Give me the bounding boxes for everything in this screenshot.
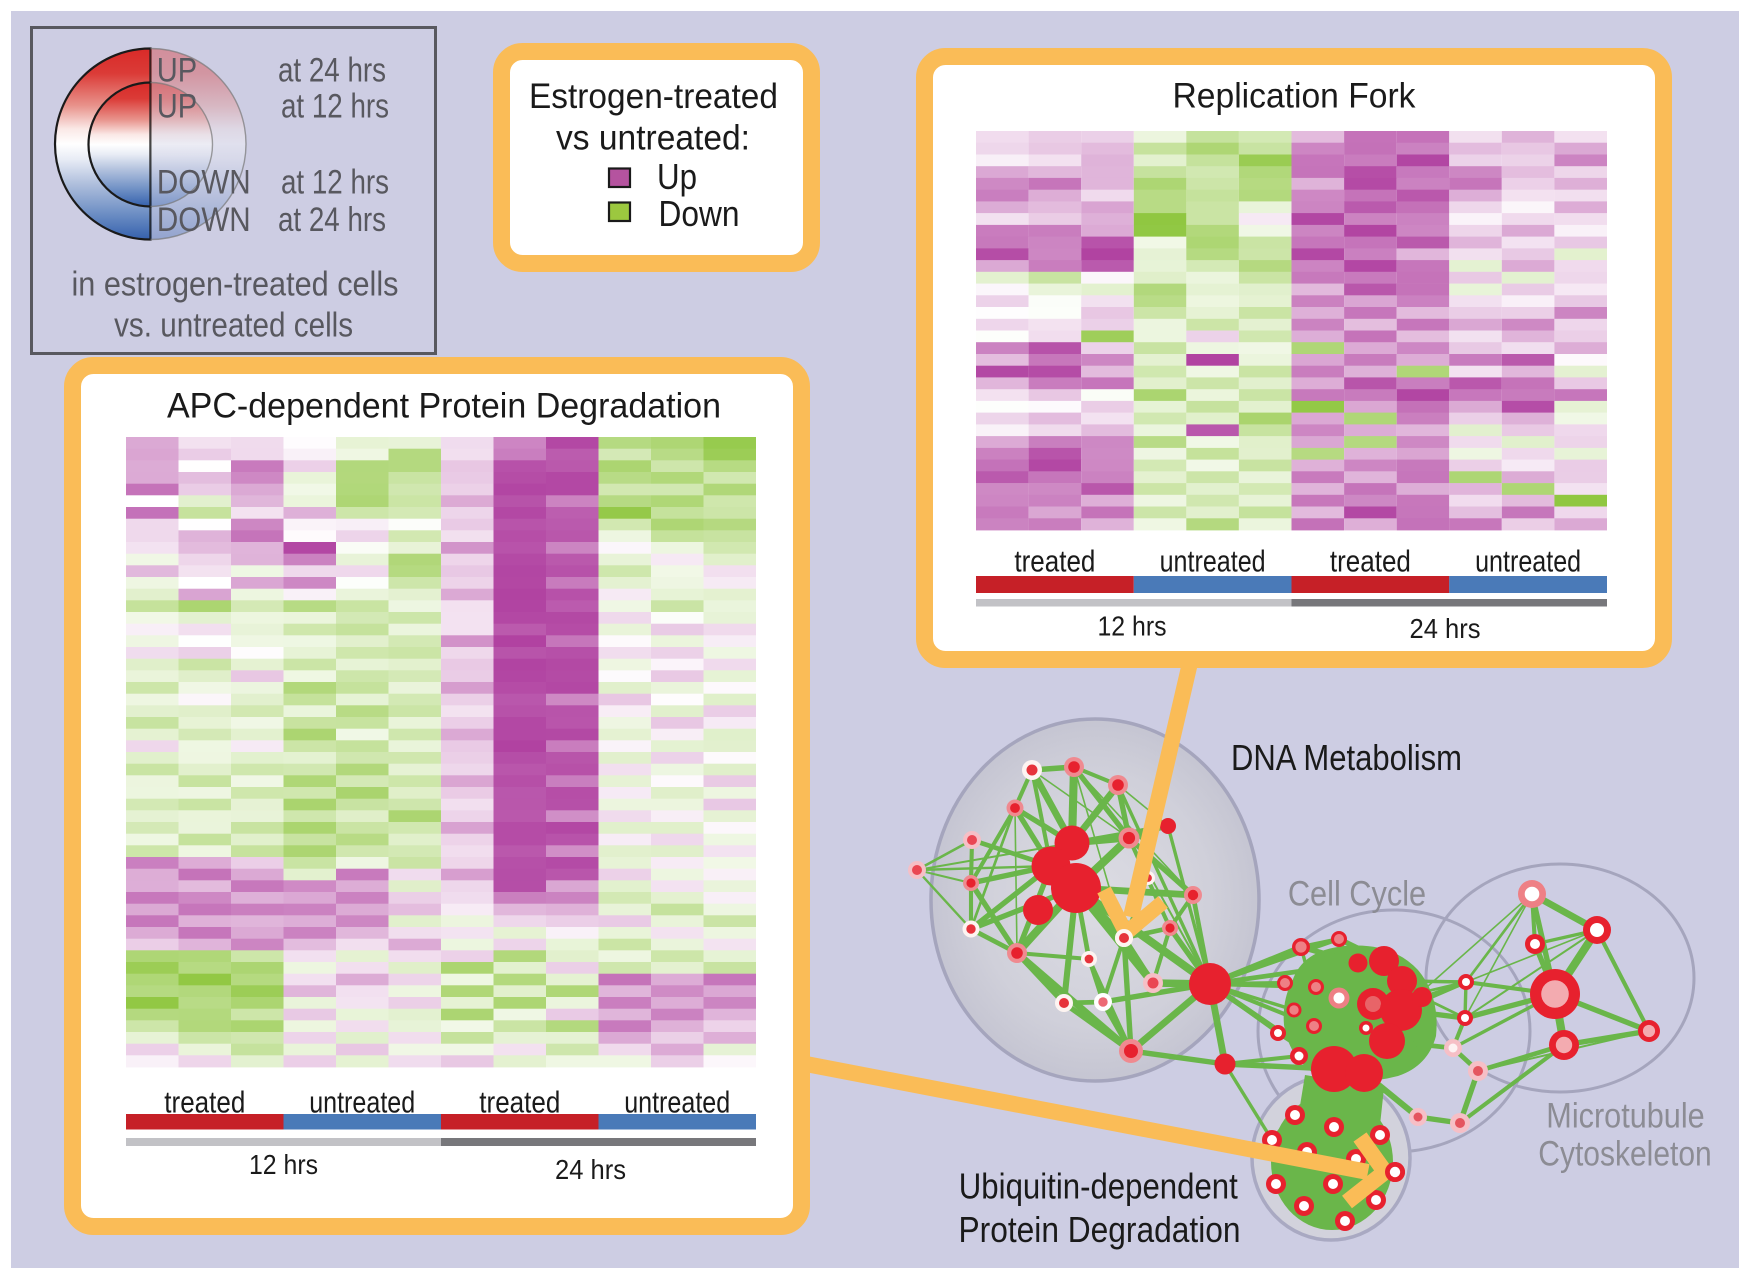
svg-text:treated: treated [1330, 544, 1411, 579]
svg-text:12 hrs: 12 hrs [1098, 611, 1167, 642]
svg-text:Cell Cycle: Cell Cycle [1288, 875, 1426, 914]
svg-text:Ubiquitin-dependent: Ubiquitin-dependent [959, 1166, 1238, 1207]
svg-text:DOWN: DOWN [157, 201, 251, 239]
svg-text:untreated: untreated [624, 1085, 730, 1120]
svg-text:treated: treated [164, 1085, 245, 1120]
svg-text:24 hrs: 24 hrs [555, 1154, 626, 1185]
svg-text:at 12 hrs: at 12 hrs [281, 87, 389, 125]
svg-text:Protein Degradation: Protein Degradation [959, 1209, 1241, 1250]
svg-text:UP: UP [157, 87, 197, 125]
svg-text:at 12 hrs: at 12 hrs [281, 163, 389, 201]
svg-text:treated: treated [479, 1085, 560, 1120]
svg-text:12 hrs: 12 hrs [249, 1149, 318, 1180]
svg-text:at 24 hrs: at 24 hrs [278, 51, 386, 89]
svg-text:Down: Down [659, 193, 740, 234]
svg-text:Up: Up [657, 156, 697, 197]
svg-text:Cytoskeleton: Cytoskeleton [1538, 1135, 1711, 1174]
svg-text:Microtubule: Microtubule [1546, 1097, 1704, 1136]
svg-text:vs untreated:: vs untreated: [556, 118, 750, 158]
svg-text:untreated: untreated [1475, 544, 1581, 579]
svg-text:Estrogen-treated: Estrogen-treated [529, 76, 778, 116]
svg-text:24 hrs: 24 hrs [1410, 613, 1481, 644]
svg-text:at 24 hrs: at 24 hrs [278, 201, 386, 239]
svg-text:APC-dependent Protein Degradat: APC-dependent Protein Degradation [167, 386, 721, 426]
svg-text:untreated: untreated [1160, 544, 1266, 579]
svg-text:DNA Metabolism: DNA Metabolism [1231, 737, 1462, 778]
svg-text:in estrogen-treated cells: in estrogen-treated cells [72, 266, 399, 304]
svg-text:treated: treated [1014, 544, 1095, 579]
svg-text:vs. untreated cells: vs. untreated cells [114, 306, 353, 344]
svg-text:DOWN: DOWN [157, 163, 251, 201]
svg-text:UP: UP [157, 51, 197, 89]
svg-text:untreated: untreated [309, 1085, 415, 1120]
svg-text:Replication Fork: Replication Fork [1173, 76, 1416, 116]
